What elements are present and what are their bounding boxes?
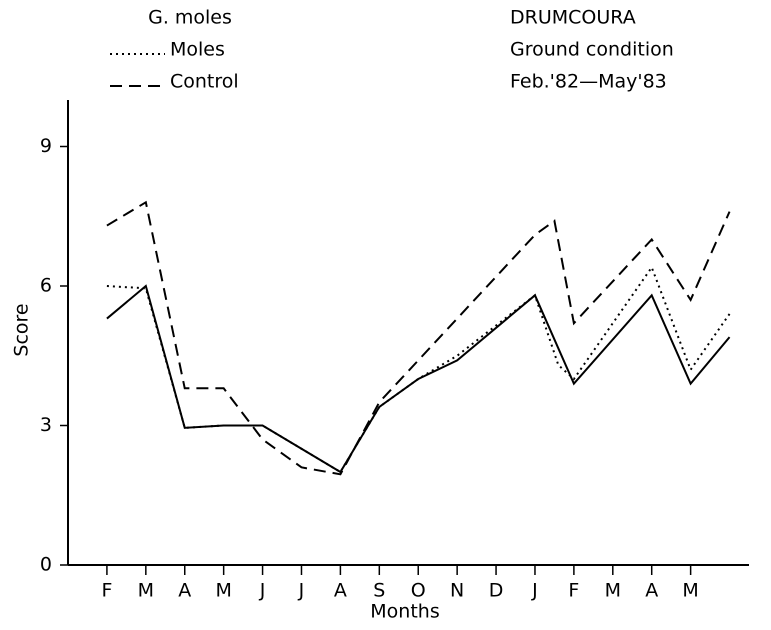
x-tick-label: M: [138, 580, 154, 602]
x-tick-label: M: [682, 580, 698, 602]
y-axis-label: Score: [11, 303, 33, 356]
y-tick-label: 9: [40, 135, 52, 157]
x-tick-label: A: [178, 580, 191, 602]
legend-label: Control: [170, 71, 239, 93]
chart-subtitle: Ground condition: [510, 39, 674, 61]
legend-label: Moles: [170, 39, 225, 61]
y-tick-label: 3: [40, 414, 52, 436]
line: [106, 200, 731, 476]
x-tick-label: J: [531, 580, 538, 602]
x-tick-label: O: [411, 580, 426, 602]
legend-title: G. moles: [148, 7, 232, 29]
x-tick-label: S: [373, 580, 385, 602]
chart-title: DRUMCOURA: [510, 7, 636, 29]
line: [106, 265, 731, 474]
x-tick-label: J: [259, 580, 266, 602]
x-tick-label: A: [645, 580, 658, 602]
x-tick-label: A: [334, 580, 347, 602]
x-tick-label: F: [568, 580, 579, 602]
y-tick-label: 6: [40, 275, 52, 297]
line: [106, 284, 731, 474]
x-tick-label: N: [450, 580, 464, 602]
x-axis-label: Months: [370, 601, 439, 623]
x-tick-label: F: [101, 580, 112, 602]
x-tick-label: M: [215, 580, 231, 602]
x-tick-label: D: [489, 580, 504, 602]
x-tick-label: J: [298, 580, 305, 602]
y-tick-label: 0: [40, 554, 52, 576]
chart-subtitle: Feb.'82—May'83: [510, 71, 667, 93]
x-tick-label: M: [605, 580, 621, 602]
